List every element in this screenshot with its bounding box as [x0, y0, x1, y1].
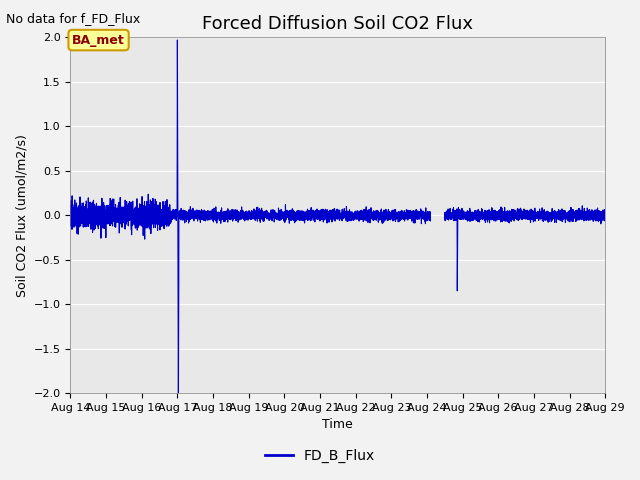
- X-axis label: Time: Time: [323, 419, 353, 432]
- Title: Forced Diffusion Soil CO2 Flux: Forced Diffusion Soil CO2 Flux: [202, 15, 474, 33]
- Y-axis label: Soil CO2 Flux (umol/m2/s): Soil CO2 Flux (umol/m2/s): [15, 134, 28, 297]
- Text: No data for f_FD_Flux: No data for f_FD_Flux: [6, 12, 141, 25]
- Text: BA_met: BA_met: [72, 34, 125, 47]
- Legend: FD_B_Flux: FD_B_Flux: [259, 443, 381, 468]
